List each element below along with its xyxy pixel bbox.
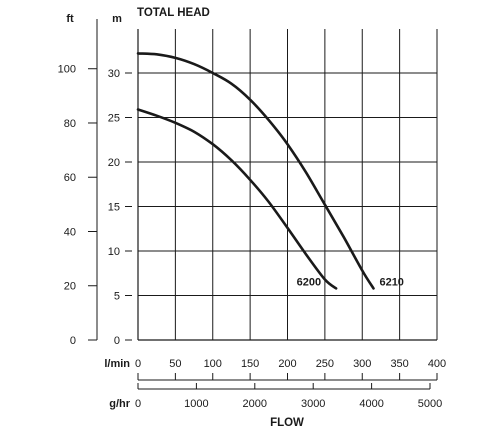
x-tick-label-ghr: 0 xyxy=(135,398,141,410)
y-tick-label-ft: 100 xyxy=(58,64,76,76)
y-tick-label-ft: 20 xyxy=(64,281,76,293)
x-tick-label-lmin: 200 xyxy=(278,358,296,370)
x-tick-label-lmin: 300 xyxy=(353,358,371,370)
axes xyxy=(88,19,438,390)
y-tick-label-m: 10 xyxy=(108,246,120,258)
y-tick-label-ft: 40 xyxy=(64,226,76,238)
series-group: 6200 6210 xyxy=(136,52,404,290)
y-unit-ft: ft xyxy=(66,13,74,25)
y-tick-label-m: 30 xyxy=(108,68,120,80)
y-tick-label-ft: 0 xyxy=(70,335,76,347)
x-axis-label: FLOW xyxy=(270,417,304,429)
x-tick-label-ghr: 3000 xyxy=(301,398,325,410)
grid-lines xyxy=(138,29,438,340)
series-label-6200: 6200 xyxy=(297,276,321,288)
x-tick-label-ghr: 2000 xyxy=(243,398,267,410)
y-tick-label-ft: 80 xyxy=(64,118,76,130)
x-tick-label-lmin: 0 xyxy=(135,358,141,370)
x-tick-label-lmin: 100 xyxy=(204,358,222,370)
x-tick-label-ghr: 4000 xyxy=(359,398,383,410)
x-tick-label-lmin: 150 xyxy=(241,358,259,370)
y-tick-label-m: 25 xyxy=(108,113,120,125)
x-tick-label-ghr: 1000 xyxy=(184,398,208,410)
series-line-6210 xyxy=(136,52,375,290)
y-tick-label-m: 0 xyxy=(114,335,120,347)
x-tick-label-lmin: 400 xyxy=(428,358,446,370)
x-tick-label-ghr: 5000 xyxy=(418,398,442,410)
y-unit-m: m xyxy=(112,13,122,25)
series-line-6200 xyxy=(136,108,338,290)
x-tick-label-lmin: 250 xyxy=(316,358,334,370)
x-unit-ghr: g/hr xyxy=(109,398,130,410)
x-tick-label-lmin: 350 xyxy=(390,358,408,370)
x-tick-label-lmin: 50 xyxy=(169,358,181,370)
x-unit-lmin: l/min xyxy=(104,358,130,370)
y-tick-label-m: 15 xyxy=(108,202,120,214)
y-tick-label-ft: 60 xyxy=(64,172,76,184)
y-tick-label-m: 20 xyxy=(108,157,120,169)
chart-title: TOTAL HEAD xyxy=(137,7,210,19)
series-label-6210: 6210 xyxy=(379,276,403,288)
y-tick-label-m: 5 xyxy=(114,291,120,303)
